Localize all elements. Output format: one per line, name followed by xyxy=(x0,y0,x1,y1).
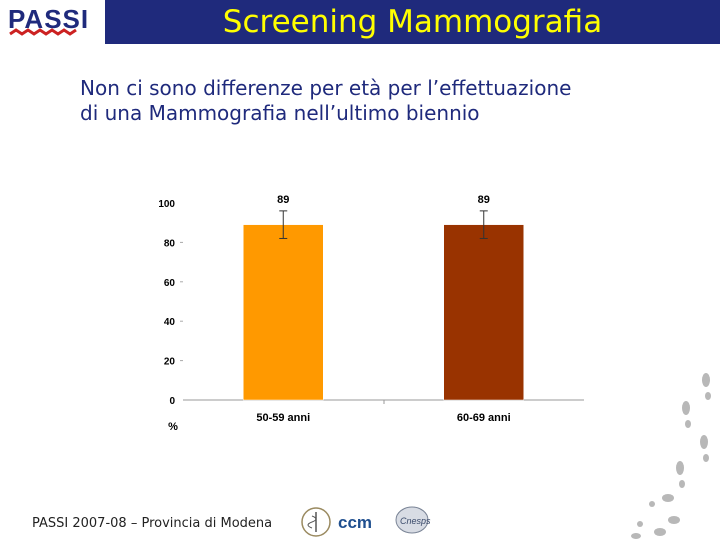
y-tick-label: 60 xyxy=(164,278,176,289)
header-band xyxy=(105,0,720,44)
x-tick-label: 50-59 anni xyxy=(256,412,310,424)
passi-logo-text: PASSI xyxy=(8,4,89,34)
ccm-logo-text: ccm xyxy=(338,513,372,532)
ministero-salute-logo xyxy=(301,507,331,537)
subtitle-line-1: Non ci sono differenze per età per l’eff… xyxy=(80,76,572,100)
page-title: Screening Mammografia xyxy=(222,4,603,40)
cnesps-logo: Cnesps xyxy=(395,506,431,534)
footprints-decoration xyxy=(631,373,711,539)
footer-source: PASSI 2007-08 – Provincia di Modena xyxy=(32,516,273,531)
bar xyxy=(243,224,324,401)
y-tick-label: 100 xyxy=(158,199,175,210)
passi-logo: PASSI xyxy=(8,4,89,36)
subtitle: Non ci sono differenze per età per l’eff… xyxy=(80,76,700,126)
y-tick-label: 20 xyxy=(164,357,176,368)
y-tick-label: 40 xyxy=(164,317,176,328)
y-tick-label: 80 xyxy=(164,238,176,249)
y-tick-label: 0 xyxy=(169,396,175,407)
y-axis-unit-label: % xyxy=(168,421,178,433)
footer-logos: ccm Cnesps xyxy=(301,506,431,537)
data-label: 89 xyxy=(277,194,289,206)
subtitle-line-2: di una Mammografia nell’ultimo biennio xyxy=(80,101,480,125)
cnesps-logo-text: Cnesps xyxy=(400,516,431,526)
bar xyxy=(443,224,524,401)
data-label: 89 xyxy=(478,194,490,206)
ccm-logo: ccm xyxy=(338,513,382,532)
x-tick-label: 60-69 anni xyxy=(457,412,511,424)
